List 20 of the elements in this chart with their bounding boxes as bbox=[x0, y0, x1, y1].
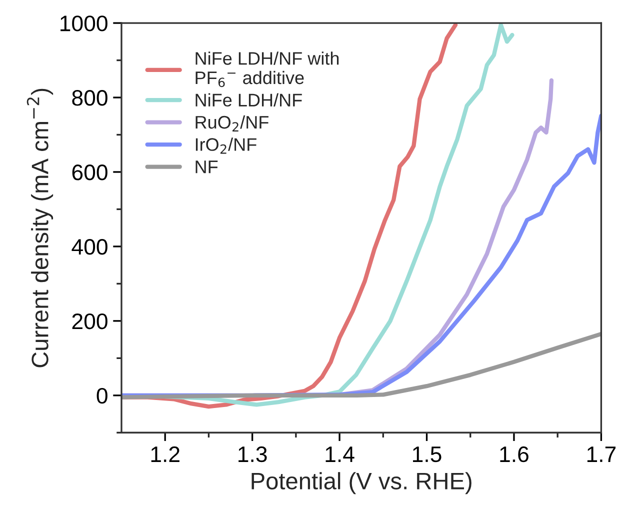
x-tick-label: 1.3 bbox=[238, 446, 267, 462]
x-tick-label: 1.6 bbox=[500, 446, 528, 462]
legend-label: IrO$_{2}$/NF bbox=[196, 138, 256, 154]
x-tick-label: 1.7 bbox=[587, 446, 616, 462]
legend-label: RuO$_{2}$/NF bbox=[196, 115, 268, 132]
legend-label: NiFe LDH/NF with PF$_{6}$$^{−}$ additive bbox=[196, 52, 339, 88]
y-tick-label: 200 bbox=[72, 313, 108, 330]
line-series bbox=[121, 332, 602, 400]
x-tick-label: 1.4 bbox=[326, 446, 354, 462]
legend-label: NF bbox=[196, 160, 218, 174]
y-tick-label: 800 bbox=[72, 90, 108, 106]
x-tick-label: 1.2 bbox=[151, 446, 180, 462]
y-tick-label: 0 bbox=[96, 388, 108, 404]
x-tick-label: 1.5 bbox=[413, 446, 442, 462]
y-tick-label: 400 bbox=[72, 238, 108, 255]
y-tick-label: 600 bbox=[72, 164, 108, 180]
legend-label: NiFe LDH/NF bbox=[196, 93, 302, 107]
y-axis-title: Current density (mA cm$^{−2}$) bbox=[26, 88, 54, 368]
x-axis-title: Potential (V vs. RHE) bbox=[252, 472, 472, 494]
y-tick-label: 1000 bbox=[60, 16, 108, 32]
